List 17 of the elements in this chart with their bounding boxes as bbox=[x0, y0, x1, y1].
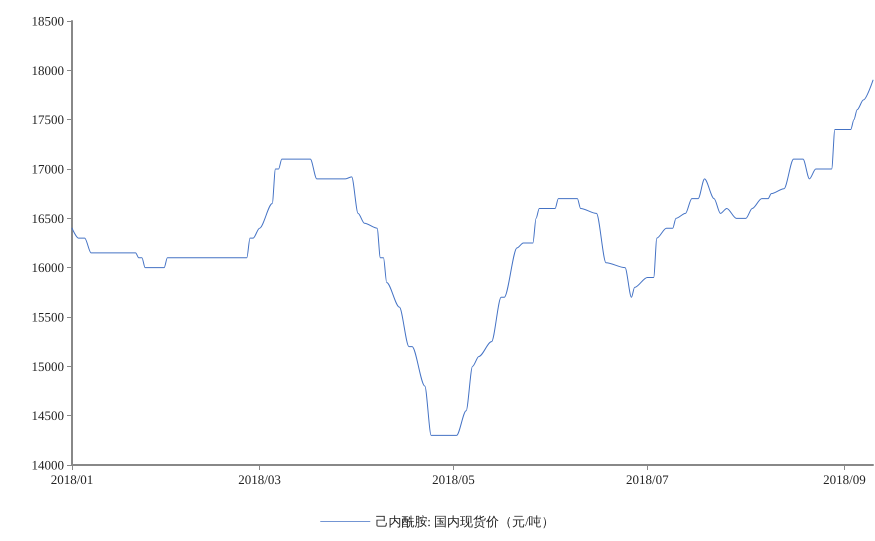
x-tick-label: 2018/07 bbox=[626, 472, 670, 487]
y-tick-label: 14500 bbox=[32, 408, 64, 424]
line-series bbox=[72, 80, 874, 436]
legend-label: 己内酰胺: 国内现货价（元/吨） bbox=[375, 514, 555, 529]
y-tick-label: 18500 bbox=[32, 14, 64, 28]
y-tick-label: 15000 bbox=[32, 358, 64, 374]
y-tick-label: 17500 bbox=[32, 112, 64, 128]
x-tick-label: 2018/03 bbox=[238, 472, 281, 487]
y-tick-label: 17000 bbox=[32, 162, 64, 176]
y-tick-label: 16000 bbox=[32, 260, 64, 276]
x-tick-label: 2018/01 bbox=[50, 472, 94, 487]
y-tick-label: 15500 bbox=[32, 310, 64, 324]
y-tick-label: 18000 bbox=[32, 62, 64, 78]
y-tick-label: 16500 bbox=[32, 210, 64, 226]
y-tick-label: 14000 bbox=[32, 458, 64, 472]
x-tick-label: 2018/05 bbox=[432, 472, 475, 487]
x-tick-label: 2018/09 bbox=[823, 472, 866, 487]
